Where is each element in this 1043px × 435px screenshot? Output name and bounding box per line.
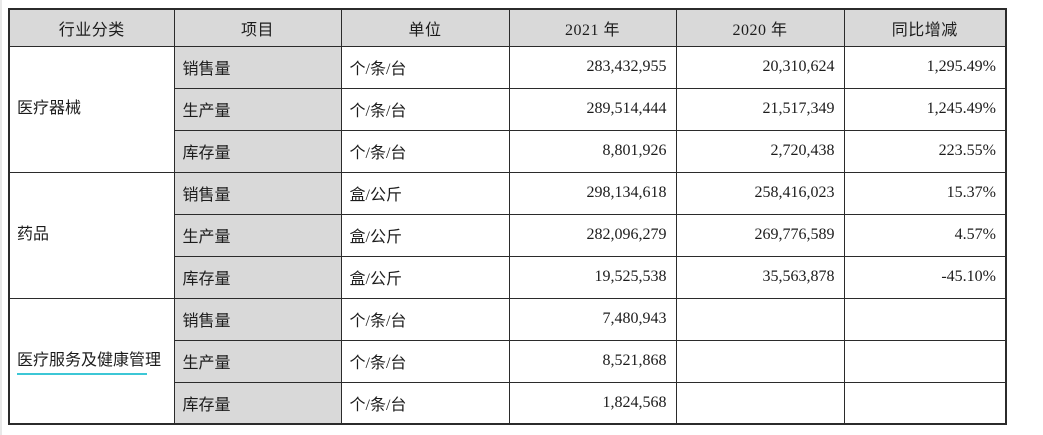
industry-cell: 医疗器械 xyxy=(8,45,175,173)
unit-cell: 个/条/台 xyxy=(340,45,510,89)
page-edge-divider xyxy=(0,0,2,435)
unit-cell: 个/条/台 xyxy=(340,129,510,173)
industry-cell: 药品 xyxy=(8,171,175,299)
yoy-cell: 1,245.49% xyxy=(843,87,1007,131)
table-row: 库存量 个/条/台 8,801,926 2,720,438 223.55% xyxy=(9,129,1007,173)
yoy-cell xyxy=(843,381,1007,425)
y2021-cell: 283,432,955 xyxy=(508,45,677,89)
industry-label: 药品 xyxy=(17,226,50,243)
header-year-2021: 2021 年 xyxy=(508,8,677,47)
y2021-cell: 1,824,568 xyxy=(508,381,677,425)
yoy-cell: -45.10% xyxy=(843,255,1007,299)
header-row: 行业分类 项目 单位 2021 年 2020 年 同比增减 xyxy=(8,8,1007,47)
industry-cell: 医疗服务及健康管理 xyxy=(8,297,175,425)
header-unit: 单位 xyxy=(340,8,510,47)
yoy-cell: 4.57% xyxy=(843,213,1007,257)
item-cell: 生产量 xyxy=(173,87,342,131)
table-header: 行业分类 项目 单位 2021 年 2020 年 同比增减 xyxy=(8,8,1007,47)
header-item: 项目 xyxy=(173,8,342,47)
item-cell: 销售量 xyxy=(173,297,342,341)
y2020-cell xyxy=(675,339,845,383)
table-body: 医疗器械 销售量 个/条/台 283,432,955 20,310,624 1,295.4… xyxy=(8,45,1007,425)
header-yoy-change: 同比增减 xyxy=(843,8,1007,47)
item-cell: 销售量 xyxy=(173,171,342,215)
unit-cell: 个/条/台 xyxy=(340,297,510,341)
y2021-cell: 298,134,618 xyxy=(508,171,677,215)
industry-label: 医疗服务及健康管理 xyxy=(17,345,162,376)
table-row: 医疗服务及健康管理 销售量 个/条/台 7,480,943 xyxy=(8,297,1007,425)
table-row: 生产量 个/条/台 289,514,444 21,517,349 1,245.49% xyxy=(9,87,1007,131)
table-row: 生产量 盒/公斤 282,096,279 269,776,589 4.57% xyxy=(9,213,1007,257)
y2020-cell: 269,776,589 xyxy=(675,213,845,257)
item-cell: 生产量 xyxy=(173,213,342,257)
y2020-cell: 258,416,023 xyxy=(675,171,845,215)
y2020-cell xyxy=(675,381,845,425)
y2020-cell: 20,310,624 xyxy=(675,45,845,89)
item-cell: 生产量 xyxy=(173,339,342,383)
y2021-cell: 19,525,538 xyxy=(508,255,677,299)
yoy-cell: 1,295.49% xyxy=(843,45,1007,89)
item-cell: 库存量 xyxy=(173,255,342,299)
y2021-cell: 8,521,868 xyxy=(508,339,677,383)
item-cell: 库存量 xyxy=(173,129,342,173)
table-row: 医疗器械 销售量 个/条/台 283,432,955 20,310,624 1,295.4… xyxy=(8,45,1007,173)
y2020-cell: 2,720,438 xyxy=(675,129,845,173)
item-cell: 销售量 xyxy=(173,45,342,89)
y2021-cell: 7,480,943 xyxy=(508,297,677,341)
table-row: 药品 销售量 盒/公斤 298,134,618 258,416,023 15.37% xyxy=(8,171,1007,299)
unit-cell: 盒/公斤 xyxy=(340,171,510,215)
y2021-cell: 8,801,926 xyxy=(508,129,677,173)
yoy-cell: 15.37% xyxy=(843,171,1007,215)
unit-cell: 个/条/台 xyxy=(340,381,510,425)
y2021-cell: 282,096,279 xyxy=(508,213,677,257)
y2020-cell xyxy=(675,297,845,341)
table-row: 生产量 个/条/台 8,521,868 xyxy=(9,339,1007,383)
industry-label: 医疗器械 xyxy=(17,100,82,117)
yoy-cell xyxy=(843,339,1007,383)
unit-cell: 盒/公斤 xyxy=(340,255,510,299)
header-industry: 行业分类 xyxy=(8,8,175,47)
yoy-cell: 223.55% xyxy=(843,129,1007,173)
header-year-2020: 2020 年 xyxy=(675,8,845,47)
table-row: 库存量 盒/公斤 19,525,538 35,563,878 -45.10% xyxy=(9,255,1007,299)
production-sales-table: 行业分类 项目 单位 2021 年 2020 年 同比增减 医疗器械 销售量 个/条… xyxy=(8,8,1007,425)
yoy-cell xyxy=(843,297,1007,341)
item-cell: 库存量 xyxy=(173,381,342,425)
unit-cell: 盒/公斤 xyxy=(340,213,510,257)
table-row: 库存量 个/条/台 1,824,568 xyxy=(9,381,1007,425)
y2021-cell: 289,514,444 xyxy=(508,87,677,131)
unit-cell: 个/条/台 xyxy=(340,339,510,383)
unit-cell: 个/条/台 xyxy=(340,87,510,131)
y2020-cell: 21,517,349 xyxy=(675,87,845,131)
y2020-cell: 35,563,878 xyxy=(675,255,845,299)
